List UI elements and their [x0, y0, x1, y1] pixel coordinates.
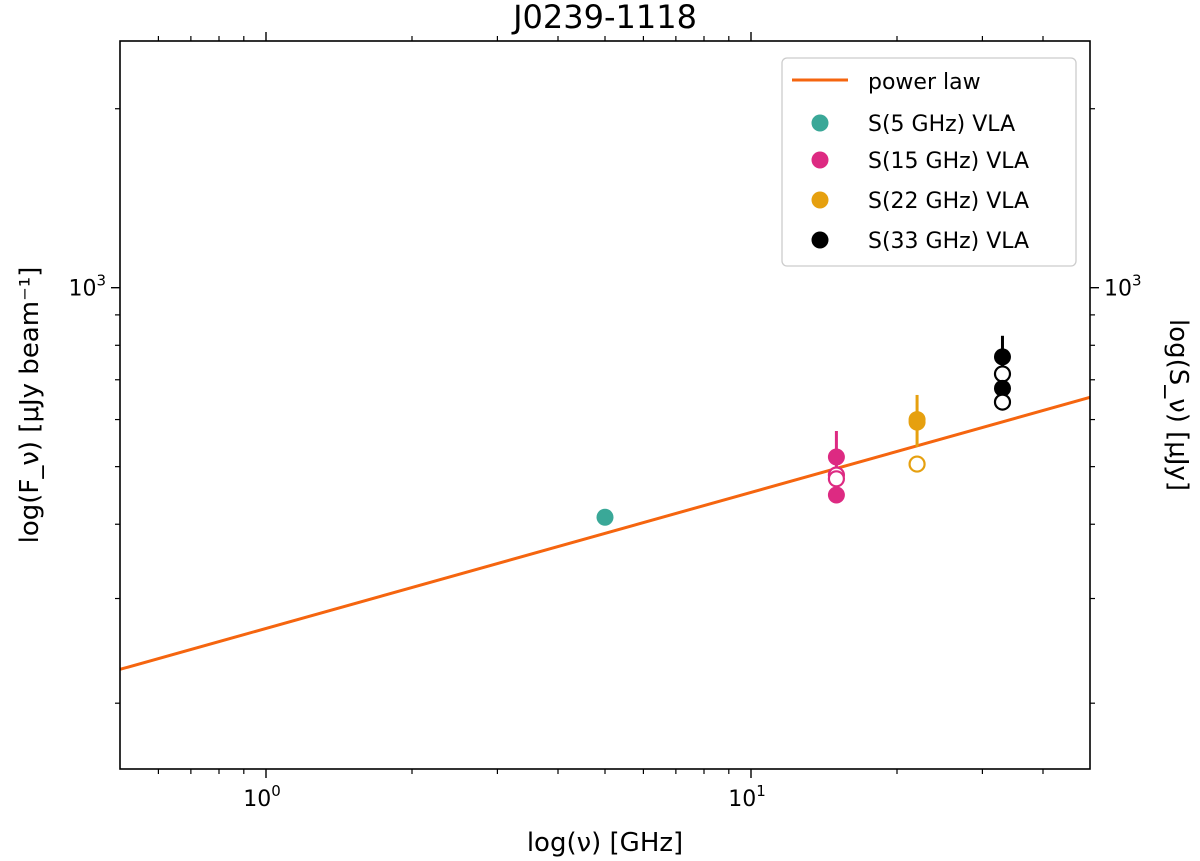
plot-area	[120, 335, 1090, 671]
legend-s5-label: S(5 GHz) VLA	[868, 112, 1015, 137]
s-15-ghz-vla-point-open	[827, 470, 846, 488]
legend-s22-label: S(22 GHz) VLA	[868, 189, 1029, 214]
s-22-ghz-vla-point	[908, 413, 926, 431]
y-axis-label-right: log(S_ν) [μJy]	[1163, 319, 1193, 491]
x-tick-label: 100	[243, 782, 281, 812]
power-law-line	[120, 395, 1090, 671]
s-22-ghz-vla-point-open	[908, 455, 926, 473]
data-points	[596, 335, 1012, 526]
legend-box	[781, 57, 1077, 267]
s-15-ghz-vla-point	[827, 448, 845, 466]
legend-s22-marker	[811, 191, 829, 209]
legend: power law S(5 GHz) VLA S(15 GHz) VLA S(2…	[781, 57, 1077, 267]
s-33-ghz-vla-point	[993, 379, 1011, 397]
legend-s15-marker	[811, 151, 829, 169]
minor-ticks	[115, 36, 1095, 774]
x-tick-label: 101	[728, 782, 766, 812]
s-33-ghz-vla-point-open	[993, 393, 1012, 411]
legend-s15-label: S(15 GHz) VLA	[868, 149, 1029, 174]
legend-power-law-label: power law	[868, 70, 981, 95]
s-5-ghz-vla-point	[596, 508, 614, 526]
x-axis-label: log(ν) [GHz]	[527, 828, 683, 858]
y-tick-label-right: 103	[1104, 272, 1142, 302]
chart-title: J0239-1118	[511, 0, 697, 36]
s-33-ghz-vla-point-open	[993, 365, 1012, 383]
legend-s5-marker	[811, 114, 829, 132]
s-33-ghz-vla-point	[993, 348, 1011, 366]
legend-s33-label: S(33 GHz) VLA	[868, 229, 1029, 254]
major-ticks: 100 101 103 103	[68, 32, 1142, 812]
legend-s33-marker	[811, 231, 829, 249]
s-15-ghz-vla-point	[827, 486, 845, 504]
y-axis-label-left: log(F_ν) [μJy beam⁻¹]	[15, 267, 45, 544]
plot-frame	[119, 40, 1091, 770]
y-tick-label: 103	[68, 272, 106, 302]
